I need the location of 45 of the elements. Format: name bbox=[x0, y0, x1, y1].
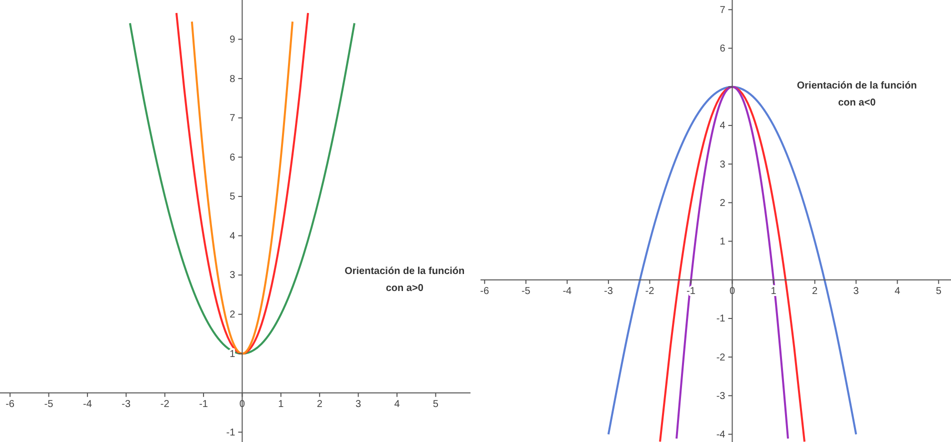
y-tick-label: 3 bbox=[720, 159, 726, 170]
y-tick-label: 2 bbox=[230, 310, 236, 321]
x-tick-label: -4 bbox=[562, 286, 572, 297]
x-tick-label: 2 bbox=[812, 286, 818, 297]
line-series bbox=[175, 12, 309, 355]
y-tick-label: 2 bbox=[720, 198, 726, 209]
x-tick-label: 5 bbox=[432, 398, 439, 410]
y-tick-label: 3 bbox=[230, 270, 236, 282]
x-tick-label: 4 bbox=[394, 398, 400, 410]
x-tick-label: -5 bbox=[521, 286, 531, 297]
y-tick-label: 8 bbox=[230, 74, 236, 85]
y-tick-label: 4 bbox=[720, 120, 726, 132]
y-tick-label: 5 bbox=[230, 192, 236, 203]
x-tick-label: 3 bbox=[356, 398, 362, 410]
y-tick-label: -3 bbox=[716, 390, 726, 402]
y-tick-label: -1 bbox=[226, 427, 236, 438]
x-tick-label: -2 bbox=[160, 398, 170, 410]
x-tick-label: 1 bbox=[278, 398, 284, 410]
x-tick-label: -4 bbox=[82, 398, 92, 410]
y-tick-label: 1 bbox=[230, 348, 236, 360]
x-tick-label: -6 bbox=[6, 398, 15, 410]
x-tick-label: 2 bbox=[316, 398, 323, 410]
x-tick-label: -6 bbox=[480, 286, 490, 297]
y-tick-label: -4 bbox=[716, 429, 726, 440]
y-tick-label: 4 bbox=[230, 230, 236, 242]
x-tick-label: 5 bbox=[936, 286, 942, 297]
y-tick-label: 7 bbox=[230, 113, 236, 124]
x-tick-label: -2 bbox=[645, 286, 655, 297]
y-tick-label: -2 bbox=[716, 352, 726, 364]
y-tick-label: 1 bbox=[720, 236, 726, 248]
x-tick-label: -5 bbox=[44, 398, 54, 410]
x-tick-label: 4 bbox=[894, 286, 901, 297]
annotation: Orientación de la función con a<0 bbox=[796, 80, 917, 108]
y-tick-label: 7 bbox=[720, 4, 726, 16]
y-tick-label: 9 bbox=[230, 34, 236, 46]
x-tick-label: -3 bbox=[122, 398, 132, 410]
annotation: Orientación de la función con a>0 bbox=[344, 266, 465, 294]
y-tick-label: 6 bbox=[720, 43, 726, 54]
line-series bbox=[676, 86, 789, 440]
y-tick-label: 6 bbox=[230, 152, 236, 164]
x-tick-label: 3 bbox=[853, 286, 860, 297]
y-tick-label: -1 bbox=[716, 314, 726, 325]
x-tick-label: -3 bbox=[604, 286, 614, 297]
line-series bbox=[190, 20, 294, 355]
x-tick-label: -1 bbox=[199, 398, 208, 410]
